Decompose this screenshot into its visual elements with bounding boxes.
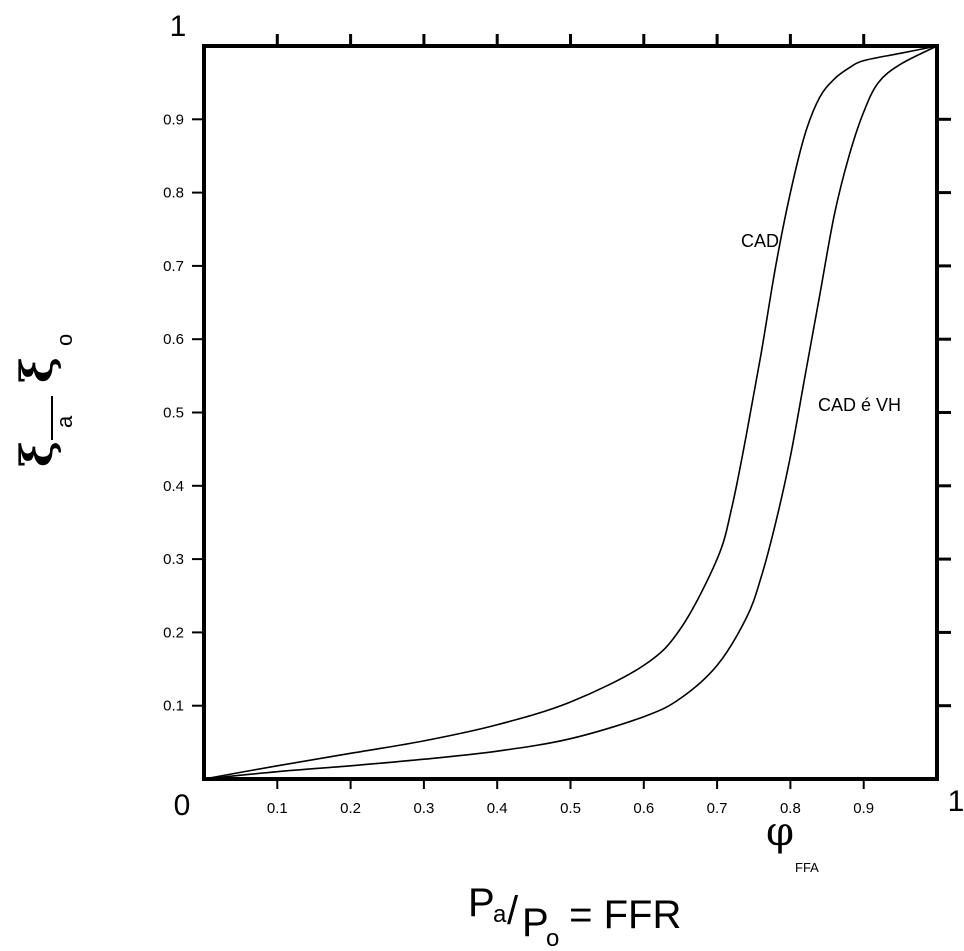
xlabel-ffr: = FFR: [558, 893, 681, 937]
y-end-label: 1: [170, 10, 187, 43]
xlabel-p1: P: [468, 881, 495, 925]
phi-symbol: φ: [766, 809, 794, 855]
y-tick-label-0.5: 0.5: [163, 405, 184, 422]
x-tick-label-0.4: 0.4: [487, 800, 508, 817]
ylabel-denominator-sub: o: [52, 334, 77, 346]
phi-subscript: FFA: [795, 860, 819, 875]
x-tick-label-0.8: 0.8: [780, 800, 801, 817]
ylabel-numerator-sub: a: [52, 415, 77, 428]
x-tick-label-0.2: 0.2: [340, 800, 361, 817]
tick-labels: 0.1 0.2 0.3 0.4 0.5 0.6 0.7 0.8 0.9 0.1 0.2 0.3 0.4 0…: [163, 111, 874, 817]
curve-cad-vh: [203, 45, 938, 780]
curve-label-cad: CAD: [741, 231, 779, 251]
x-axis-label: P a / P o = FFR: [468, 881, 681, 951]
xlabel-slash: /: [507, 889, 519, 933]
x-tick-label-0.5: 0.5: [560, 800, 581, 817]
origin-label: 0: [174, 789, 191, 822]
xlabel-p2-sub: o: [546, 925, 559, 951]
y-tick-label-0.6: 0.6: [163, 331, 184, 348]
y-tick-label-0.2: 0.2: [163, 624, 184, 641]
x-end-label: 1: [948, 785, 964, 818]
xlabel-p2: P: [522, 901, 549, 945]
xlabel-p1-sub: a: [493, 901, 507, 928]
y-tick-label-0.3: 0.3: [163, 551, 184, 568]
x-tick-label-0.3: 0.3: [413, 800, 434, 817]
x-tick-label-0.6: 0.6: [633, 800, 654, 817]
tick-marks: [192, 34, 951, 789]
x-tick-label-0.1: 0.1: [267, 800, 288, 817]
y-tick-label-0.7: 0.7: [163, 258, 184, 275]
curve-cad: [203, 45, 938, 780]
ylabel-numerator: ξ: [12, 441, 63, 467]
curves: [203, 45, 938, 780]
curve-label-cad-vh: CAD é VH: [818, 395, 901, 415]
y-tick-label-0.4: 0.4: [163, 478, 184, 495]
y-tick-label-0.9: 0.9: [163, 111, 184, 128]
x-tick-label-0.7: 0.7: [707, 800, 728, 817]
y-tick-label-0.8: 0.8: [163, 185, 184, 202]
y-axis-label: ξ a ξ o: [12, 334, 77, 467]
y-tick-label-0.1: 0.1: [163, 698, 184, 715]
ylabel-denominator: ξ: [12, 357, 63, 383]
x-tick-label-0.9: 0.9: [853, 800, 874, 817]
